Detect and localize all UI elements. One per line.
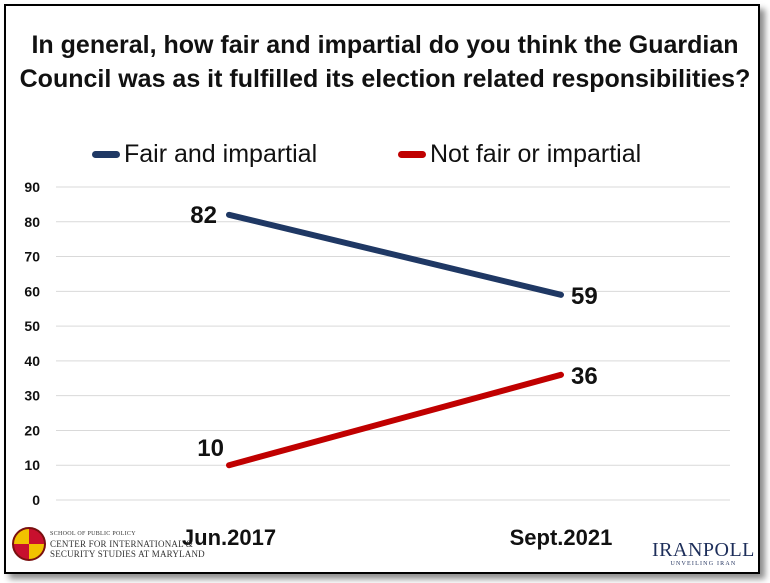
logo-line-3: SECURITY STUDIES AT MARYLAND — [50, 549, 205, 559]
series-line-1 — [226, 371, 564, 469]
logo-line-2: CENTER FOR INTERNATIONAL & — [50, 539, 194, 549]
series-line-0 — [226, 211, 564, 298]
chart-frame — [4, 4, 760, 574]
data-label-0-1: 59 — [571, 283, 598, 310]
legend: Fair and impartial Not fair or impartial — [0, 140, 770, 180]
legend-item-not-fair: Not fair or impartial — [398, 140, 641, 169]
legend-label-fair: Fair and impartial — [124, 140, 318, 168]
y-tick-label-60: 60 — [24, 283, 40, 299]
x-tick-label-0: Jun.2017 — [182, 525, 276, 550]
y-tick-label-90: 90 — [24, 179, 40, 195]
y-tick-label-10: 10 — [24, 457, 40, 473]
data-label-0-0: 82 — [190, 202, 217, 229]
iranpoll-logo: IRANPOLL UNVEILING IRAN — [652, 540, 755, 568]
y-tick-label-70: 70 — [24, 249, 40, 265]
y-tick-label-40: 40 — [24, 353, 40, 369]
data-label-1-0: 10 — [197, 435, 224, 462]
y-tick-label-0: 0 — [32, 492, 40, 508]
umd-seal-icon — [12, 527, 46, 561]
umd-cisssm-logo: SCHOOL OF PUBLIC POLICY CENTER FOR INTER… — [12, 527, 205, 561]
legend-swatch-not-fair — [398, 151, 426, 158]
chart-title: In general, how fair and impartial do yo… — [19, 31, 751, 93]
iranpoll-brand: IRANPOLL — [652, 539, 755, 561]
x-tick-label-1: Sept.2021 — [510, 525, 613, 550]
legend-swatch-fair — [92, 151, 120, 158]
y-tick-label-30: 30 — [24, 388, 40, 404]
legend-item-fair: Fair and impartial — [92, 140, 317, 169]
y-tick-label-80: 80 — [24, 214, 40, 230]
y-tick-label-20: 20 — [24, 422, 40, 438]
data-label-1-1: 36 — [571, 363, 598, 390]
logo-line-1: SCHOOL OF PUBLIC POLICY — [50, 531, 136, 537]
y-tick-label-50: 50 — [24, 318, 40, 334]
legend-label-not-fair: Not fair or impartial — [430, 140, 642, 168]
iranpoll-tagline: UNVEILING IRAN — [670, 561, 737, 567]
